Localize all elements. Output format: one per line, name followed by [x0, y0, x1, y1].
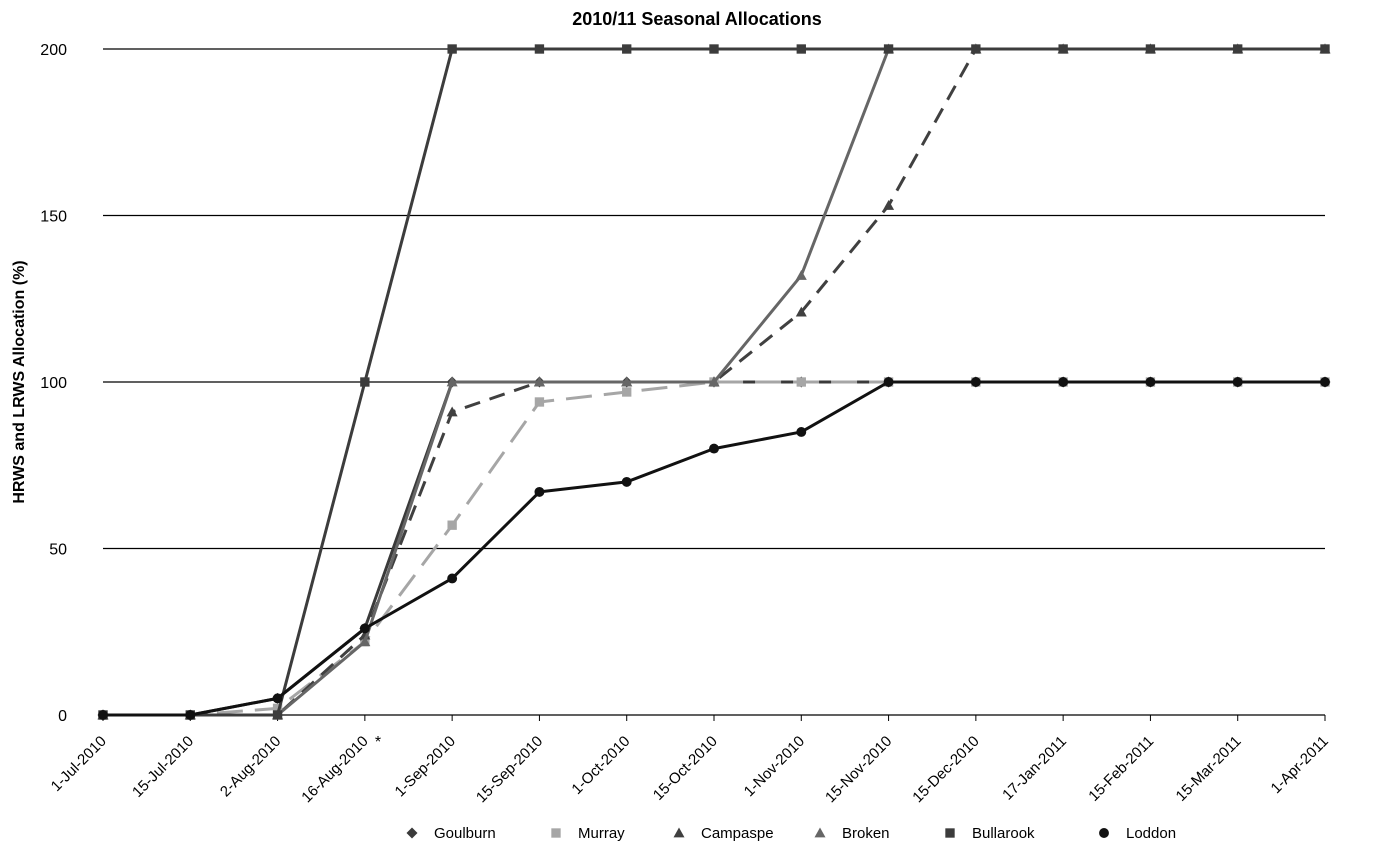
loddon-point-14 [1320, 377, 1330, 387]
legend-item-broken: Broken [814, 825, 890, 842]
y-tick-label-3: 150 [40, 209, 67, 226]
legend-item-murray: Murray [551, 825, 625, 842]
y-axis-ticks: 0 50 100 150 200 [40, 42, 67, 725]
legend-marker-bullarook [945, 828, 955, 838]
chart-title: 2010/11 Seasonal Allocations [572, 9, 821, 29]
murray-point-5 [534, 397, 545, 407]
x-tick-label-8: 1-Nov-2010 [741, 733, 808, 800]
broken-point-4 [446, 376, 458, 387]
x-tick-label-7: 15-Oct-2010 [650, 733, 721, 804]
legend-marker-campaspe [673, 827, 685, 838]
annotation-0: * [375, 734, 381, 751]
loddon-point-3 [359, 623, 370, 634]
loddon-point-10 [970, 377, 981, 387]
bullarook-point-7 [709, 44, 719, 54]
loddon-point-6 [621, 476, 632, 487]
x-tick-label-5: 15-Sep-2010 [473, 733, 546, 806]
y-tick-label-2: 100 [40, 375, 67, 392]
broken-point-6 [621, 376, 633, 387]
x-tick-label-2: 2-Aug-2010 [217, 733, 284, 800]
legend: Goulburn Murray Campaspe Broken Bullarook Lod… [406, 825, 1176, 842]
loddon-point-4 [447, 573, 458, 584]
legend-label-loddon: Loddon [1126, 825, 1176, 842]
bullarook-point-13 [1233, 44, 1243, 54]
gridlines [103, 48, 1325, 550]
legend-label-goulburn: Goulburn [434, 825, 496, 842]
loddon-point-5 [534, 486, 545, 497]
legend-marker-broken [814, 827, 826, 838]
legend-marker-loddon [1099, 828, 1109, 838]
legend-item-goulburn: Goulburn [406, 825, 496, 842]
y-axis-label: HRWS and LRWS Allocation (%) [11, 260, 28, 503]
broken-point-8 [795, 269, 807, 280]
legend-label-broken: Broken [842, 825, 890, 842]
loddon-point-12 [1145, 377, 1156, 387]
bullarook-point-6 [622, 44, 632, 54]
murray-point-6 [622, 387, 632, 397]
murray-point-2 [272, 703, 283, 714]
x-tick-label-4: 1-Sep-2010 [392, 733, 459, 800]
loddon-point-9 [883, 377, 894, 387]
y-tick-label-1: 50 [49, 542, 67, 559]
campaspe-point-9 [883, 200, 895, 210]
x-tick-label-10: 15-Dec-2010 [909, 733, 982, 806]
loddon-point-1 [185, 710, 196, 720]
broken-point-3 [359, 636, 371, 647]
series-loddon [98, 377, 1330, 720]
bullarook-point-11 [1058, 44, 1068, 54]
y-tick-label-0: 0 [58, 708, 67, 725]
bullarook-point-12 [1145, 44, 1156, 54]
bullarook-point-5 [534, 44, 545, 54]
broken-point-7 [708, 376, 720, 387]
bullarook-point-10 [971, 44, 981, 54]
x-tick-label-9: 15-Nov-2010 [822, 733, 895, 806]
bullarook-point-2 [272, 710, 283, 720]
loddon-point-11 [1058, 377, 1069, 387]
broken-point-5 [533, 376, 545, 387]
legend-label-campaspe: Campaspe [701, 825, 774, 842]
legend-marker-goulburn [406, 827, 418, 839]
x-tick-label-1: 15-Jul-2010 [129, 733, 197, 801]
x-tick-label-6: 1-Oct-2010 [568, 733, 633, 798]
bullarook-point-3 [360, 377, 370, 387]
bullarook-point-4 [447, 44, 457, 54]
x-axis: 1-Jul-2010 15-Jul-2010 2-Aug-2010 16-Aug-20… [48, 714, 1332, 806]
campaspe-point-4 [446, 406, 458, 417]
x-tick-label-11: 17-Jan-2011 [999, 733, 1070, 804]
campaspe-point-8 [795, 306, 807, 317]
x-tick-label-12: 15-Feb-2011 [1085, 733, 1157, 805]
x-tick-label-0: 1-Jul-2010 [48, 733, 110, 795]
loddon-point-7 [709, 443, 719, 454]
loddon-point-13 [1232, 377, 1243, 387]
bullarook-point-14 [1320, 44, 1330, 54]
murray-point-8 [796, 377, 806, 387]
loddon-point-2 [272, 693, 283, 704]
legend-item-bullarook: Bullarook [945, 825, 1035, 842]
y-tick-label-4: 200 [40, 42, 67, 59]
legend-item-loddon: Loddon [1099, 825, 1176, 842]
x-tick-label-14: 1-Apr-2011 [1268, 733, 1332, 797]
loddon-point-8 [796, 427, 807, 437]
murray-point-4 [447, 520, 457, 530]
series-lines [97, 43, 1331, 721]
x-tick-label-3: 16-Aug-2010 [298, 733, 371, 806]
x-tick-label-13: 15-Mar-2011 [1173, 733, 1245, 805]
bullarook-point-8 [796, 44, 806, 54]
legend-label-murray: Murray [578, 825, 625, 842]
series-line-campaspe [103, 47, 1325, 717]
legend-label-bullarook: Bullarook [972, 825, 1035, 842]
legend-item-campaspe: Campaspe [673, 825, 774, 842]
bullarook-point-9 [883, 44, 894, 54]
legend-marker-murray [551, 828, 561, 838]
loddon-point-0 [98, 710, 108, 720]
